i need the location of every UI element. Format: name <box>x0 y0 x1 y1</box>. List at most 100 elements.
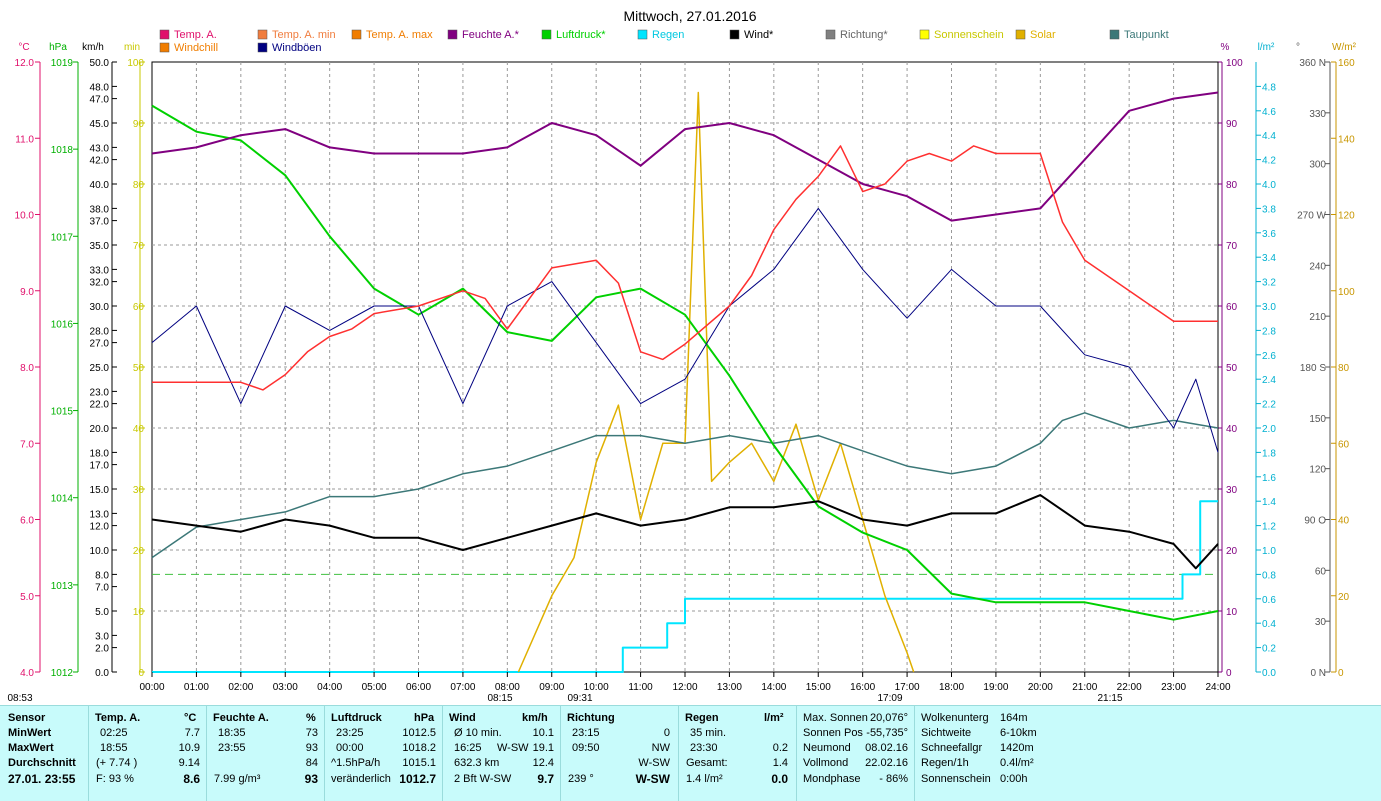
temp-header: Temp. A. <box>95 712 141 724</box>
legend-label: Sonnenschein <box>934 29 1004 41</box>
axis-unit-label: min <box>124 42 140 53</box>
solar-axis-tick-label: 160 <box>1338 58 1355 69</box>
legend-label: Temp. A. <box>174 29 217 41</box>
chart-series <box>151 91 1219 673</box>
wind-max-value: 19.1 <box>532 742 554 754</box>
row-label-min: MinWert <box>8 727 52 739</box>
temp-now-extra: F: 93 % <box>96 773 134 785</box>
wind-axis-tick-label: 10.0 <box>90 546 110 557</box>
hum-header: Feuchte A. <box>213 712 269 724</box>
rain-now-total: 1.4 l/m² <box>686 773 723 785</box>
wind-now-value: 9.7 <box>537 772 554 786</box>
sun-pos-value: -55,735° <box>866 727 908 739</box>
legend-label: Feuchte A.* <box>462 29 520 41</box>
wind-axis-tick-label: 37.0 <box>90 217 110 228</box>
rain-axis-tick-label: 2.6 <box>1262 351 1276 362</box>
hum-now-extra: 7.99 g/m³ <box>214 773 261 785</box>
press-max-time: 00:00 <box>336 742 364 754</box>
rain-axis-tick-label: 0.0 <box>1262 668 1276 679</box>
row-label-max: MaxWert <box>8 742 54 754</box>
solar-axis-tick-label: 40 <box>1338 516 1350 527</box>
x-tick-label: 09:00 <box>539 682 564 693</box>
time-markers: 08:53 08:15 09:31 17:09 21:15 <box>7 693 1122 704</box>
press-min-time: 23:25 <box>336 727 364 739</box>
rain-axis-tick-label: 3.0 <box>1262 302 1276 313</box>
dir-axis-tick-label: 240 <box>1309 261 1326 272</box>
legend-swatch <box>637 29 648 40</box>
wind-axis-tick-label: 33.0 <box>90 265 110 276</box>
wind-axis-tick-label: 7.0 <box>95 583 109 594</box>
press-axis-tick-label: 1016 <box>51 319 74 330</box>
sun-axis-tick-label: 20 <box>133 546 145 557</box>
moonphase-label: Mondphase <box>803 773 861 785</box>
hum-axis-tick-label: 20 <box>1226 546 1238 557</box>
hum-axis-tick-label: 60 <box>1226 302 1238 313</box>
chart-axes: 12.0 11.0 10.0 9.0 8.0 7.0 6.0 5.0 4.0 1019 1018 10… <box>15 42 1357 679</box>
rain-axis-tick-label: 0.8 <box>1262 570 1276 581</box>
wind-axis-tick-label: 8.0 <box>95 570 109 581</box>
rain-axis-tick-label: 0.2 <box>1262 644 1276 655</box>
legend-label: Taupunkt <box>1124 29 1169 41</box>
x-tick-label: 16:00 <box>850 682 875 693</box>
legend-swatch <box>351 29 362 40</box>
row-label-avg: Durchschnitt <box>8 757 76 769</box>
rain-total-label: Gesamt: <box>686 757 728 769</box>
rain-axis-tick-label: 3.8 <box>1262 204 1276 215</box>
hum-axis-tick-label: 50 <box>1226 363 1238 374</box>
weather-chart: Mittwoch, 27.01.2016 Temp. A. Temp. A. mi… <box>7 8 1357 704</box>
sun-max-label: Max. Sonnen <box>803 712 868 724</box>
dir-min-value: 0 <box>663 727 670 739</box>
rain-unit: l/m² <box>764 712 784 724</box>
chart-title: Mittwoch, 27.01.2016 <box>623 8 756 24</box>
wind-axis-tick-label: 18.0 <box>90 448 110 459</box>
x-tick-label: 01:00 <box>184 682 209 693</box>
wind-axis-tick-label: 22.0 <box>90 400 110 411</box>
x-tick-label: 08:00 <box>495 682 520 693</box>
rain-axis-tick-label: 3.2 <box>1262 278 1276 289</box>
temp-min-time: 02:25 <box>100 727 128 739</box>
legend-swatch <box>825 29 836 40</box>
x-tick-label: 03:00 <box>273 682 298 693</box>
press-max-value: 1018.2 <box>402 742 436 754</box>
axis-unit-label: l/m² <box>1258 42 1275 53</box>
hum-max-time: 23:55 <box>218 742 246 754</box>
dir-now-degrees: 239 ° <box>568 773 594 785</box>
summary-panel: Sensor MinWert MaxWert Durchschnitt 27.0… <box>0 705 1381 801</box>
x-tick-label: 19:00 <box>983 682 1008 693</box>
rain1h-value: 0.4l/m² <box>1000 757 1034 769</box>
x-tick-label: 18:00 <box>939 682 964 693</box>
wind-axis-tick-label: 50.0 <box>90 58 110 69</box>
x-tick-label: 13:00 <box>717 682 742 693</box>
rain-total-value: 1.4 <box>772 757 788 769</box>
press-axis-tick-label: 1015 <box>51 407 74 418</box>
newmoon-value: 08.02.16 <box>865 742 908 754</box>
legend-label: Wind* <box>744 29 774 41</box>
temp-axis-tick-label: 7.0 <box>20 439 34 450</box>
dir-axis-tick-label: 180 S <box>1300 363 1326 374</box>
x-tick-label: 24:00 <box>1205 682 1230 693</box>
rain-axis-tick-label: 2.0 <box>1262 424 1276 435</box>
newmoon-label: Neumond <box>803 742 851 754</box>
sun-axis-tick-label: 0 <box>138 668 144 679</box>
rain-header: Regen <box>685 712 719 724</box>
solar-axis-tick-label: 20 <box>1338 592 1350 603</box>
press-axis-tick-label: 1019 <box>51 58 74 69</box>
time-marker-label: 09:31 <box>567 693 592 704</box>
dir-now-value: W-SW <box>635 772 670 786</box>
wind-axis-tick-label: 25.0 <box>90 363 110 374</box>
axis-unit-label: km/h <box>82 42 104 53</box>
solar-axis-tick-label: 120 <box>1338 211 1355 222</box>
wind-avg10-value: 10.1 <box>532 727 554 739</box>
moonphase-value: - 86% <box>879 773 908 785</box>
wind-axis-tick-label: 35.0 <box>90 241 110 252</box>
gust-line <box>151 207 1219 453</box>
rain-axis-tick-label: 1.2 <box>1262 522 1276 533</box>
rain-axis-tick-label: 0.6 <box>1262 595 1276 606</box>
temp-axis-tick-label: 12.0 <box>15 58 35 69</box>
time-marker-label: 21:15 <box>1097 693 1122 704</box>
dir-axis-tick-label: 150 <box>1309 414 1326 425</box>
temp-axis-tick-label: 9.0 <box>20 287 34 298</box>
legend-swatch <box>159 42 170 53</box>
rain-axis-tick-label: 4.8 <box>1262 82 1276 93</box>
hum-max-value: 93 <box>305 742 318 754</box>
